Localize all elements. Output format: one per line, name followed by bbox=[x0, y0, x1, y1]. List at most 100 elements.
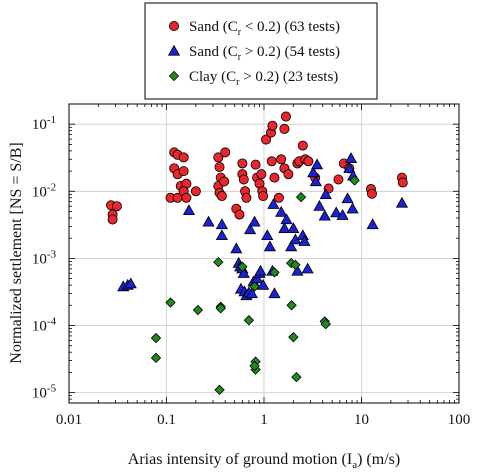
clay-point bbox=[320, 318, 331, 330]
sand-high-cr-point bbox=[124, 277, 137, 289]
clay-point bbox=[192, 304, 204, 316]
sand-low-cr-point bbox=[216, 191, 227, 202]
sand-high-cr-point bbox=[261, 229, 274, 241]
legend-label: Sand (Cr < 0.2) (63 tests) bbox=[189, 19, 340, 38]
sand-low-cr-point bbox=[220, 147, 231, 158]
legend-marker-circle bbox=[168, 20, 179, 31]
clay-point bbox=[213, 256, 224, 268]
sand-high-cr-point bbox=[285, 240, 298, 252]
clay-point bbox=[165, 297, 176, 308]
sand-low-cr-point bbox=[333, 174, 344, 185]
sand-high-cr-point bbox=[330, 206, 343, 218]
sand-high-cr-point bbox=[341, 192, 354, 204]
sand-high-cr-point bbox=[215, 229, 228, 241]
x-tick-label: 10 bbox=[354, 412, 369, 428]
sand-low-cr-point bbox=[273, 192, 284, 203]
legend-marker-diamond bbox=[168, 70, 180, 82]
sand-low-cr-point bbox=[283, 169, 294, 180]
sand-low-cr-point bbox=[238, 174, 249, 185]
sand-low-cr-point bbox=[258, 191, 269, 202]
sand-high-cr-point bbox=[267, 198, 280, 209]
sand-low-cr-point bbox=[241, 192, 252, 203]
sand-high-cr-point bbox=[319, 188, 332, 199]
sand-high-cr-point bbox=[268, 287, 281, 299]
sand-low-cr-point bbox=[276, 154, 287, 165]
clay-point bbox=[286, 300, 297, 311]
clay-point bbox=[214, 384, 225, 395]
sand-low-cr-point bbox=[269, 172, 280, 183]
sand-high-cr-point bbox=[182, 204, 196, 215]
x-axis-title: Arias intensity of ground motion (Ia) (m… bbox=[128, 451, 400, 471]
y-tick-label: 10-2 bbox=[32, 181, 56, 200]
sand-high-cr-point bbox=[237, 267, 250, 278]
sand-high-cr-point bbox=[336, 209, 349, 220]
y-tick-label: 10-5 bbox=[32, 383, 57, 402]
sand-high-cr-point bbox=[230, 242, 243, 254]
clay-point bbox=[150, 332, 162, 344]
sand-low-cr-point bbox=[250, 159, 261, 170]
x-axis-title-sub: a bbox=[352, 459, 357, 471]
sand-low-cr-point bbox=[190, 186, 201, 197]
sand-high-cr-point bbox=[251, 272, 264, 284]
x-tick-label: 1 bbox=[260, 412, 268, 428]
grid bbox=[69, 104, 459, 403]
y-tick-label: 10-1 bbox=[32, 114, 56, 133]
y-axis-title: Normalized settlement [NS = S/B] bbox=[8, 142, 25, 363]
sand-low-cr-point bbox=[366, 188, 377, 199]
sand-high-cr-point bbox=[344, 152, 358, 163]
sand-high-cr-point bbox=[248, 215, 261, 227]
clay-point bbox=[295, 191, 307, 203]
sand-high-cr-point bbox=[309, 175, 322, 187]
y-tick-label: 10-4 bbox=[32, 316, 57, 335]
sand-low-cr-point bbox=[178, 166, 189, 177]
sand-low-cr-point bbox=[261, 134, 272, 145]
sand-low-cr-point bbox=[256, 169, 267, 180]
sand-low-cr-point bbox=[297, 140, 308, 151]
sand-low-cr-point bbox=[303, 156, 314, 167]
sand-high-cr-point bbox=[244, 223, 257, 235]
clay-point bbox=[237, 261, 248, 272]
sand-high-cr-point bbox=[313, 199, 326, 211]
sand-high-cr-point bbox=[257, 278, 270, 290]
sand-high-cr-point bbox=[245, 287, 258, 299]
sand-low-cr-point bbox=[214, 162, 225, 173]
legend-label: Sand (Cr > 0.2) (54 tests) bbox=[189, 44, 340, 63]
legend-label: Clay (Cr > 0.2) (23 tests) bbox=[189, 69, 338, 88]
x-tick-label: 0.01 bbox=[56, 412, 82, 428]
clay-point bbox=[215, 303, 226, 314]
sand-high-cr-point bbox=[291, 264, 304, 276]
sand-high-cr-point bbox=[202, 215, 215, 227]
sand-low-cr-point bbox=[178, 152, 189, 163]
clay-point bbox=[243, 315, 255, 326]
x-tick-label: 0.1 bbox=[157, 412, 176, 428]
sand-low-cr-point bbox=[111, 201, 122, 212]
sand-high-cr-point bbox=[301, 262, 314, 274]
sand-low-cr-point bbox=[266, 156, 277, 167]
sand-low-cr-point bbox=[280, 111, 291, 122]
y-tick-label: 10-3 bbox=[32, 248, 57, 267]
clay-point bbox=[349, 175, 360, 186]
clay-point bbox=[290, 259, 301, 271]
data-points bbox=[106, 111, 409, 395]
sand-high-cr-point bbox=[366, 218, 379, 230]
clay-point bbox=[291, 371, 302, 383]
sand-high-cr-point bbox=[215, 218, 228, 230]
sand-low-cr-point bbox=[267, 120, 278, 131]
clay-point bbox=[269, 267, 280, 278]
sand-low-cr-point bbox=[213, 152, 224, 163]
clay-point bbox=[249, 281, 260, 292]
sand-high-cr-point bbox=[318, 209, 331, 221]
sand-high-cr-point bbox=[310, 158, 324, 170]
clay-point bbox=[288, 332, 299, 343]
sand-high-cr-point bbox=[275, 205, 288, 217]
legend-frame bbox=[144, 2, 378, 100]
sand-high-cr-point bbox=[343, 162, 356, 173]
legend: Sand (Cr < 0.2) (63 tests) Sand (Cr > 0.2… bbox=[144, 2, 378, 100]
sand-low-cr-point bbox=[234, 209, 245, 220]
sand-high-cr-point bbox=[254, 264, 267, 276]
x-tick-label: 100 bbox=[448, 412, 471, 428]
x-axis-title-tail: ) (m/s) bbox=[357, 451, 400, 468]
clay-point bbox=[150, 352, 162, 363]
sand-low-cr-point bbox=[181, 192, 192, 203]
